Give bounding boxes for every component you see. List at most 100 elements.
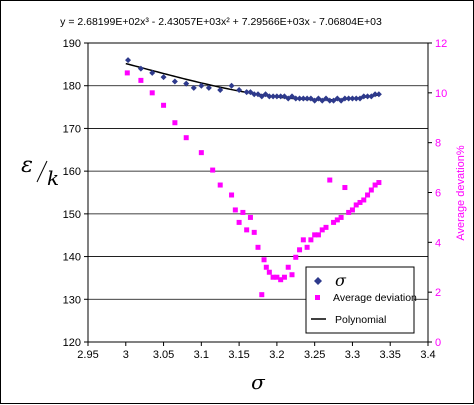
sigma-point	[236, 86, 243, 93]
y-tick-label: 140	[63, 252, 81, 264]
y2-tick-label: 2	[435, 287, 441, 299]
deviation-point	[229, 192, 235, 198]
deviation-point	[357, 199, 363, 205]
deviation-point	[124, 70, 130, 76]
y-tick-label: 160	[63, 166, 81, 178]
x-tick-label: 3.4	[420, 349, 435, 361]
deviation-point	[198, 150, 204, 156]
y2-tick-label: 10	[435, 88, 447, 100]
sigma-point	[171, 78, 178, 85]
deviation-point	[266, 269, 272, 275]
sigma-point	[341, 95, 348, 102]
deviation-point	[349, 207, 355, 213]
deviation-point	[365, 192, 371, 198]
x-axis: 2.95 3 3.05 3.1 3.15 3.2 3.25 3.3 3.35 3.4	[77, 342, 436, 361]
deviation-point	[263, 264, 269, 270]
sigma-point	[217, 86, 224, 93]
y2-tick-label: 0	[435, 337, 441, 349]
deviation-point	[289, 272, 295, 278]
deviation-point	[240, 209, 246, 215]
deviation-point	[278, 277, 284, 283]
y-tick-label: 170	[63, 123, 81, 135]
legend-polynomial-label: Polynomial	[335, 314, 386, 326]
sigma-point	[296, 95, 303, 102]
sigma-point	[375, 91, 382, 98]
deviation-point	[308, 237, 314, 243]
y-tick-label: 120	[63, 337, 81, 349]
x-tick-label: 3.25	[304, 349, 325, 361]
sigma-point	[270, 93, 277, 100]
y2-tick-label: 4	[435, 237, 441, 249]
sigma-point	[228, 82, 235, 89]
sigma-point	[292, 95, 299, 102]
x-tick-label: 3.1	[194, 349, 209, 361]
y2-axis-title: Average devation%	[455, 145, 467, 240]
sigma-point	[190, 84, 197, 91]
deviation-point	[327, 177, 333, 183]
x-tick-label: 3.05	[153, 349, 174, 361]
legend-sigma-marker	[314, 277, 322, 285]
deviation-point	[149, 90, 155, 96]
deviation-point	[346, 209, 352, 215]
y2-tick-label: 6	[435, 188, 441, 200]
deviation-point	[259, 292, 265, 298]
deviation-point	[297, 247, 303, 253]
legend-sigma-label: σ	[335, 271, 347, 290]
legend-box	[305, 266, 415, 334]
deviation-point	[236, 219, 242, 225]
deviation-point	[232, 207, 238, 213]
y-tick-label: 180	[63, 81, 81, 93]
sigma-series	[125, 57, 382, 104]
deviation-series	[124, 70, 382, 298]
deviation-point	[376, 180, 382, 186]
deviation-point	[244, 227, 250, 233]
sigma-point	[243, 89, 250, 96]
y2-axis: 0 2 4 6 8 10 12	[428, 38, 447, 349]
sigma-point	[251, 91, 258, 98]
deviation-point	[274, 274, 280, 280]
deviation-point	[361, 197, 367, 203]
deviation-point	[368, 187, 374, 193]
deviation-point	[319, 227, 325, 233]
legend-deviation-marker	[315, 295, 320, 300]
x-tick-label: 2.95	[77, 349, 98, 361]
x-tick-label: 3.3	[345, 349, 360, 361]
sigma-point	[364, 93, 371, 100]
y2-tick-label: 8	[435, 138, 441, 150]
sigma-point	[360, 93, 367, 100]
deviation-point	[270, 274, 276, 280]
deviation-point	[183, 135, 189, 141]
x-tick-label: 3.2	[269, 349, 284, 361]
y-axis-title-numerator: ε	[21, 153, 33, 178]
deviation-point	[334, 217, 340, 223]
sigma-point	[137, 65, 144, 72]
deviation-point	[281, 274, 287, 280]
y2-tick-label: 12	[435, 38, 447, 50]
deviation-point	[217, 182, 223, 188]
x-axis-title: σ	[251, 370, 266, 394]
deviation-point	[261, 257, 267, 263]
sigma-point	[300, 95, 307, 102]
deviation-point	[342, 185, 348, 191]
deviation-point	[161, 102, 167, 108]
sigma-point	[183, 80, 190, 87]
legend: σ Average deviation Polynomial	[305, 266, 417, 334]
deviation-point	[304, 244, 310, 250]
y-axis-title-slash	[36, 160, 48, 183]
y-axis-title-denominator: k	[47, 166, 59, 190]
sigma-point	[198, 82, 205, 89]
y-axis: 120 130 140 150 160 170 180 190	[63, 38, 88, 349]
sigma-point	[304, 95, 311, 102]
equation-label: y = 2.68199E+02x³ - 2.43057E+03x² + 7.29…	[60, 16, 382, 28]
deviation-point	[323, 224, 329, 230]
deviation-point	[285, 264, 291, 270]
x-tick-label: 3.15	[228, 349, 249, 361]
deviation-point	[255, 244, 261, 250]
deviation-point	[353, 202, 359, 208]
sigma-point	[125, 57, 132, 64]
sigma-point	[205, 84, 212, 91]
deviation-point	[138, 77, 144, 83]
deviation-point	[372, 182, 378, 188]
x-tick-label: 3.35	[380, 349, 401, 361]
